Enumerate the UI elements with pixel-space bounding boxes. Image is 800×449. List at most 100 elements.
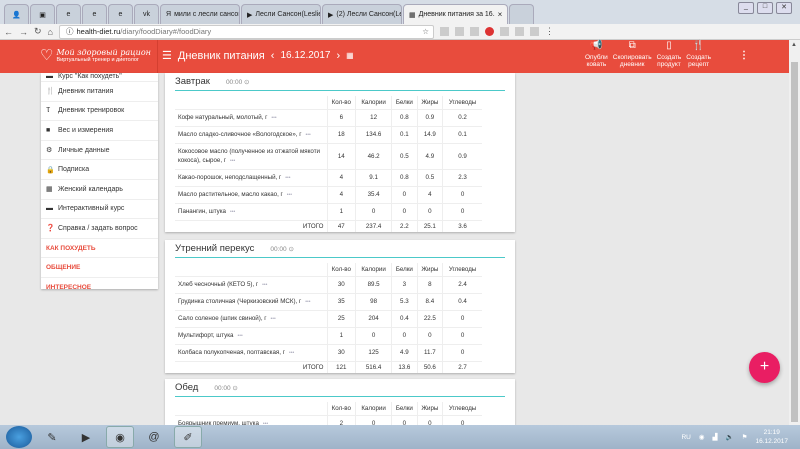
chrome-icon[interactable]: ◉ [106,426,134,448]
minimize-button[interactable]: _ [738,2,754,14]
close-tab-icon[interactable]: × [497,10,503,19]
browser-tab[interactable]: ▣ [30,4,55,24]
sidebar-item[interactable]: 🍴 Дневник питания [41,82,158,102]
network-icon[interactable]: ▟ [712,434,718,441]
food-name[interactable]: Колбаса полукопченая, полтавская, г ••• [175,343,327,361]
browser-tab[interactable]: 👤 [4,4,29,24]
sidebar-item[interactable]: КАК ПОХУДЕТЬ [41,239,158,259]
food-name[interactable]: Грудинка столичная (Черкизовский МСК), г… [175,292,327,310]
more-options-icon[interactable]: ⋮ [739,50,749,61]
chrome-tray-icon[interactable]: ◉ [698,434,705,441]
browser-tab[interactable]: ▶(2) Лесли Сансон(Leslie× [322,4,402,24]
food-options-icon[interactable]: ••• [286,191,293,198]
food-name[interactable]: Мультифорт, штука ••• [175,326,327,344]
sidebar-item[interactable]: ▬ Курс "Как похудеть" [41,73,158,82]
cell-value[interactable]: 4 [326,185,356,203]
mail-icon[interactable]: @ [148,431,160,443]
browser-tab[interactable]: e [56,4,81,24]
browser-tab[interactable]: e [108,4,133,24]
browser-tab[interactable]: ▦ Дневник питания за 16. × [403,4,508,24]
media-player-icon[interactable]: ▶ [81,431,91,444]
food-options-icon[interactable]: ••• [285,174,291,181]
start-button[interactable] [6,426,32,448]
scrollbar-thumb[interactable] [791,62,798,422]
browser-menu-icon[interactable]: ⋮ [544,26,554,36]
extension-icon[interactable] [499,27,509,36]
food-name[interactable]: Панангин, штука ••• [175,202,327,220]
cell-value[interactable]: 1 [326,202,356,220]
cell-value[interactable]: 14 [326,142,356,169]
browser-tab[interactable]: vk [134,4,159,24]
back-icon[interactable]: ← [4,26,13,37]
header-action-button[interactable]: ▯ Создать продукт [657,41,682,69]
forward-icon[interactable]: → [19,26,28,37]
food-name[interactable]: Боярышник премиум, штука ••• [175,414,327,426]
cell-value[interactable]: 6 [326,108,356,126]
menu-icon[interactable]: ☰ [162,50,172,62]
food-options-icon[interactable]: ••• [271,114,277,121]
food-name[interactable]: Масло растительное, масло какао, г ••• [175,185,327,203]
food-options-icon[interactable]: ••• [305,131,311,138]
home-icon[interactable]: ⌂ [47,26,53,37]
food-name[interactable]: Хлеб чесночный (КЕТО 5), г ••• [175,275,327,293]
cell-value[interactable]: 1 [326,326,356,344]
food-name[interactable]: Кофе натуральный, молотый, г ••• [175,108,327,126]
food-name[interactable]: Сало соленое (шпик свиной), г ••• [175,309,327,327]
sidebar-item[interactable]: ИНТЕРЕСНОЕ [41,278,158,289]
meal-time[interactable]: 00:00 ⊙ [270,245,294,253]
clock[interactable]: 21:19 16.12.2017 [755,428,788,446]
header-action-button[interactable]: 📢 Опубли ковать [585,41,608,69]
cell-value[interactable]: 18 [326,125,356,143]
food-name[interactable]: Какао-порошок, неподслащенный, г ••• [175,168,327,186]
reload-icon[interactable]: ↻ [34,26,42,36]
volume-icon[interactable]: 🔈 [725,434,734,441]
food-name[interactable]: Масло сладко-сливочное «Вологодское», г •… [175,125,327,143]
meal-time[interactable]: 00:00 ⊙ [214,384,238,392]
cell-value[interactable]: 2 [326,414,356,425]
adblock-icon[interactable] [484,27,494,36]
prev-date-button[interactable]: ‹ [270,49,275,62]
maximize-button[interactable]: □ [757,2,773,14]
paint-icon[interactable]: ✐ [174,426,202,448]
site-logo[interactable]: ♡ Мой здоровый рацион Виртуальный тренер… [40,46,156,64]
header-action-button[interactable]: ⧉ Скопировать дневник [613,41,652,69]
add-button[interactable]: + [749,352,780,383]
language-indicator[interactable]: RU [681,433,691,441]
cell-value[interactable]: 35 [326,292,356,310]
close-window-button[interactable]: ✕ [776,2,792,14]
food-options-icon[interactable]: ••• [262,281,268,288]
extension-icon[interactable] [439,27,449,36]
sidebar-item[interactable]: ▬ Интерактивный курс [41,200,158,220]
extension-icon[interactable] [514,27,524,36]
extension-icon[interactable] [469,27,479,36]
calendar-icon[interactable]: ▦ [346,51,354,60]
next-date-button[interactable]: › [336,49,341,62]
extension-icon[interactable] [529,27,539,36]
cell-value[interactable]: 30 [326,275,356,293]
food-options-icon[interactable]: ••• [305,298,311,305]
sidebar-item[interactable]: ▦ Женский календарь [41,180,158,200]
cell-value[interactable]: 30 [326,343,356,361]
food-options-icon[interactable]: ••• [237,332,243,339]
food-options-icon[interactable]: ••• [270,315,276,322]
flag-icon[interactable]: ⚑ [741,434,748,441]
food-options-icon[interactable]: ••• [230,157,236,164]
sidebar-item[interactable]: Ⲧ Дневник тренировок [41,102,158,122]
extension-icon[interactable] [454,27,464,36]
browser-tab[interactable]: e [82,4,107,24]
meal-time[interactable]: 00:00 ⊙ [226,78,250,86]
url-input[interactable]: ⓘ health-diet.ru/diary/foodDiary#/foodDi… [58,24,434,39]
food-name[interactable]: Кокосовое масло (полученное из отжатой м… [175,142,327,169]
food-options-icon[interactable]: ••• [262,420,269,426]
food-options-icon[interactable]: ••• [288,349,295,356]
cell-value[interactable]: 25 [326,309,356,327]
sidebar-item[interactable]: ОБЩЕНИЕ [41,258,158,278]
sidebar-item[interactable]: ❓ Справка / задать вопрос [41,219,158,239]
browser-tab[interactable]: ▶Лесли Сансон(Leslie Sa× [241,4,321,24]
food-options-icon[interactable]: ••• [229,208,236,215]
taskbar-app-icon[interactable]: ✎ [47,431,57,444]
page-scrollbar[interactable]: ▲ [789,40,800,425]
scroll-up-icon[interactable]: ▲ [791,42,797,48]
sidebar-item[interactable]: 🔒 Подписка [41,160,158,180]
bookmark-star-icon[interactable]: ☆ [422,27,429,36]
